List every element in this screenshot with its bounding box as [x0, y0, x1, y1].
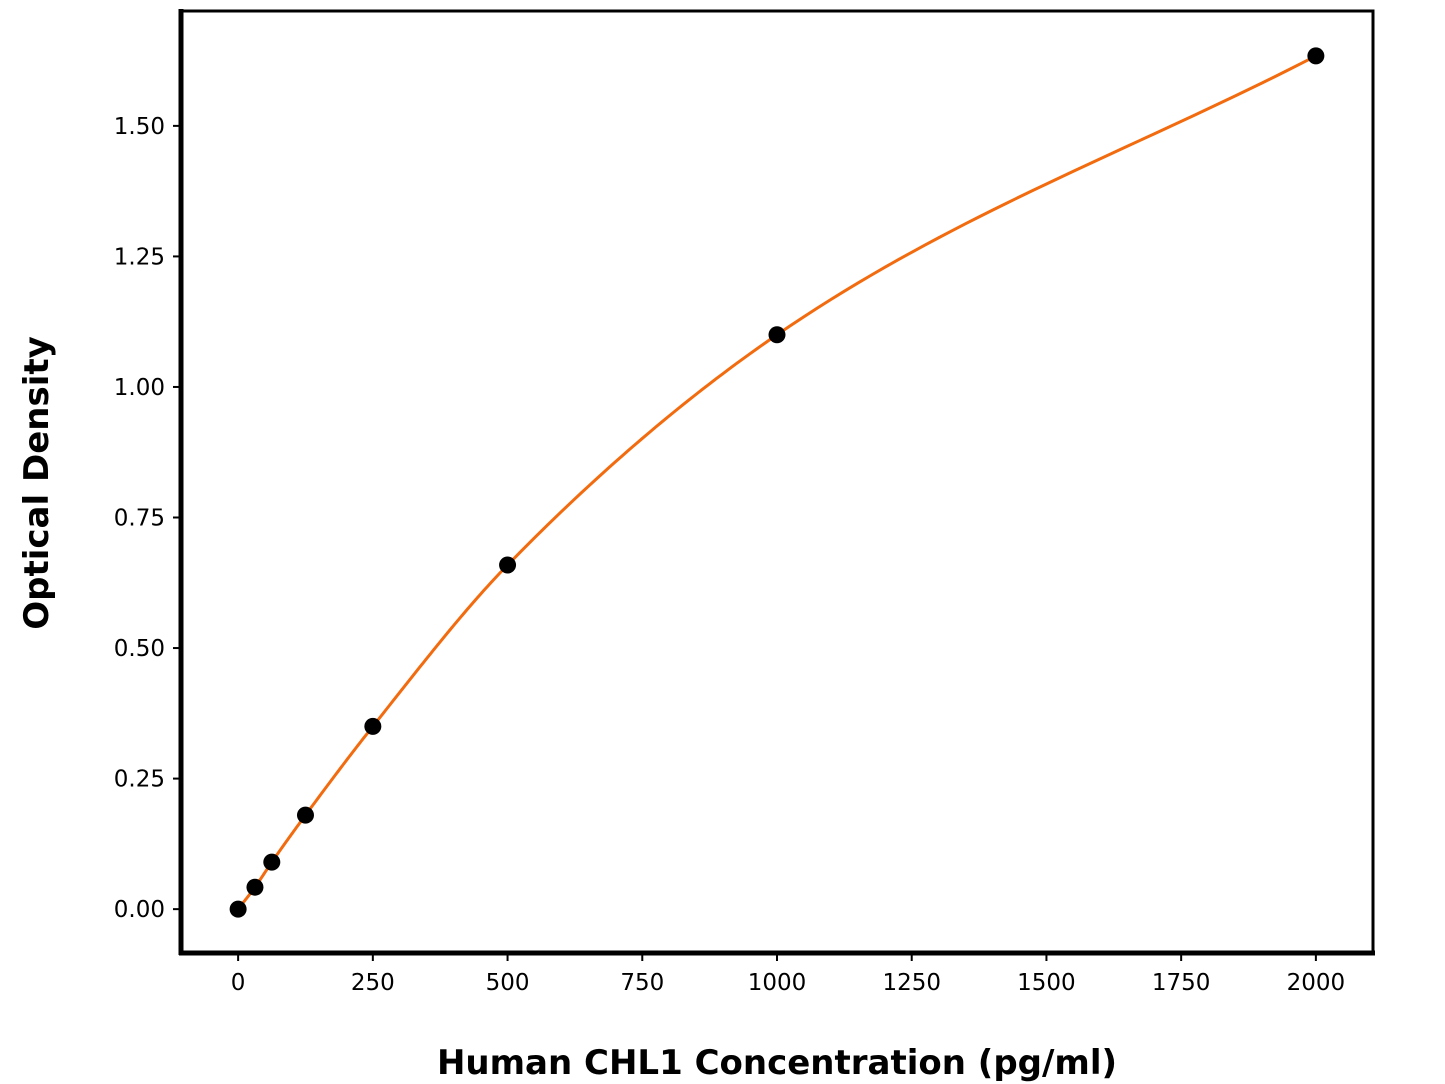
x-tick-label: 750: [620, 970, 664, 996]
y-tick-label: 1.00: [114, 375, 165, 401]
data-point: [263, 853, 281, 871]
x-axis-label: Human CHL1 Concentration (pg/ml): [437, 1043, 1117, 1083]
x-tick-label: 250: [351, 970, 395, 996]
data-point: [364, 717, 382, 735]
y-tick-label: 1.50: [114, 114, 165, 140]
y-tick-label: 0.50: [114, 636, 165, 662]
data-point: [229, 900, 247, 918]
x-tick-label: 0: [231, 970, 246, 996]
x-tick-label: 1000: [748, 970, 807, 996]
y-tick-label: 0.00: [114, 897, 165, 923]
data-point: [246, 878, 264, 896]
x-tick-label: 1750: [1152, 970, 1211, 996]
plot-frame: [179, 9, 1375, 955]
y-tick-label: 0.25: [114, 767, 165, 793]
x-tick-label: 500: [486, 970, 530, 996]
y-axis-label: Optical Density: [17, 336, 57, 630]
data-point: [768, 326, 786, 344]
data-point: [296, 806, 314, 824]
data-point: [499, 556, 517, 574]
x-tick-label: 2000: [1287, 970, 1346, 996]
fit-curve: [236, 54, 1317, 911]
x-tick-label: 1500: [1017, 970, 1076, 996]
x-tick-label: 1250: [882, 970, 941, 996]
y-tick-label: 0.75: [114, 506, 165, 532]
y-tick-label: 1.25: [114, 244, 165, 270]
data-point: [1307, 47, 1325, 65]
